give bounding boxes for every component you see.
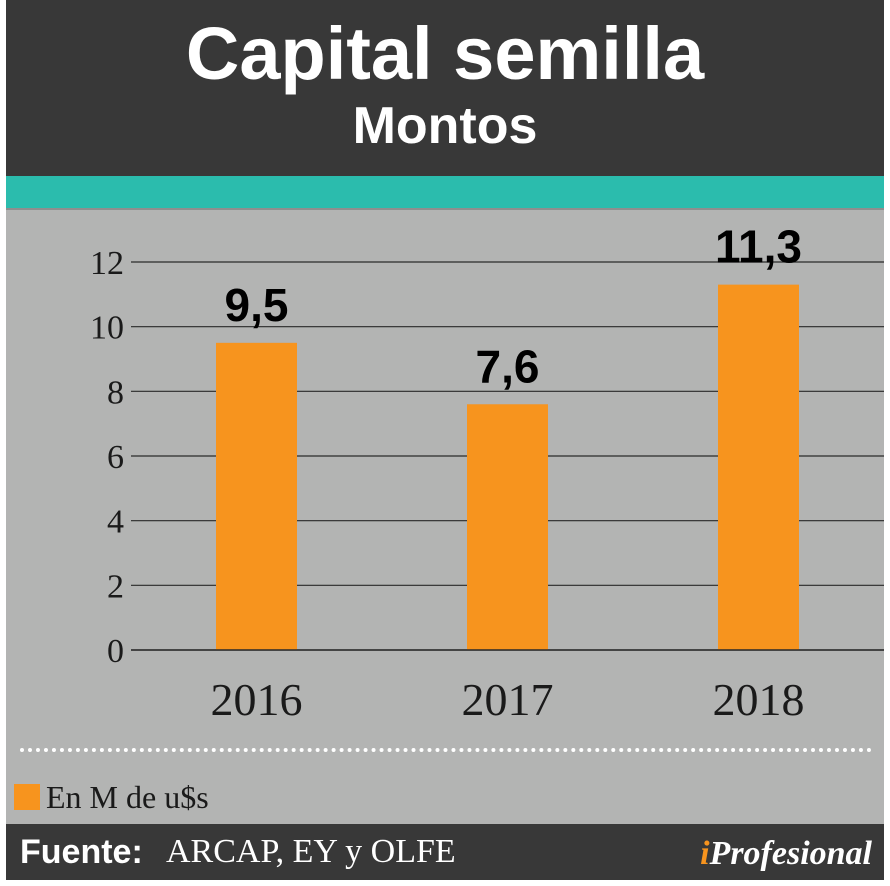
bar-value-label: 11,3: [715, 221, 802, 273]
x-tick-label: 2016: [211, 674, 303, 725]
legend-swatch: [14, 784, 40, 810]
y-tick-label: 10: [90, 310, 124, 347]
bar: [718, 284, 799, 650]
header: Capital semilla Montos: [6, 0, 884, 176]
bar: [216, 342, 297, 650]
bar: [467, 404, 548, 650]
source-value: ARCAP, EY y OLFE: [166, 833, 456, 870]
chart-subtitle: Montos: [352, 97, 538, 155]
bar-value-label: 7,6: [476, 340, 540, 392]
accent-band: [6, 176, 884, 210]
legend: En M de u$s: [14, 777, 209, 817]
y-tick-label: 2: [107, 568, 124, 605]
chart-title: Capital semilla: [185, 12, 705, 95]
legend-label: En M de u$s: [46, 778, 209, 815]
infographic-frame: Capital semilla Montos 0 2 4 6 8 10 12 9,5 2016 7…: [6, 0, 884, 880]
y-tick-label: 8: [107, 374, 124, 411]
y-tick-label: 0: [107, 633, 124, 670]
y-tick-label: 6: [107, 439, 124, 476]
source-key: Fuente:: [20, 833, 143, 871]
footer: Fuente: ARCAP, EY y OLFE iProfesional: [6, 824, 884, 880]
dotted-divider: [20, 748, 872, 752]
bar-value-label: 9,5: [225, 279, 289, 331]
x-tick-label: 2017: [462, 674, 554, 725]
y-tick-label: 4: [107, 504, 124, 541]
y-tick-label: 12: [90, 245, 124, 282]
x-tick-label: 2018: [713, 674, 805, 725]
logo-i: i: [700, 835, 710, 872]
iprofesional-logo: iProfesional: [700, 832, 872, 876]
logo-text: Profesional: [709, 835, 872, 872]
bar-chart: 0 2 4 6 8 10 12 9,5 2016 7,6 2017 11,3 2018: [90, 221, 884, 725]
